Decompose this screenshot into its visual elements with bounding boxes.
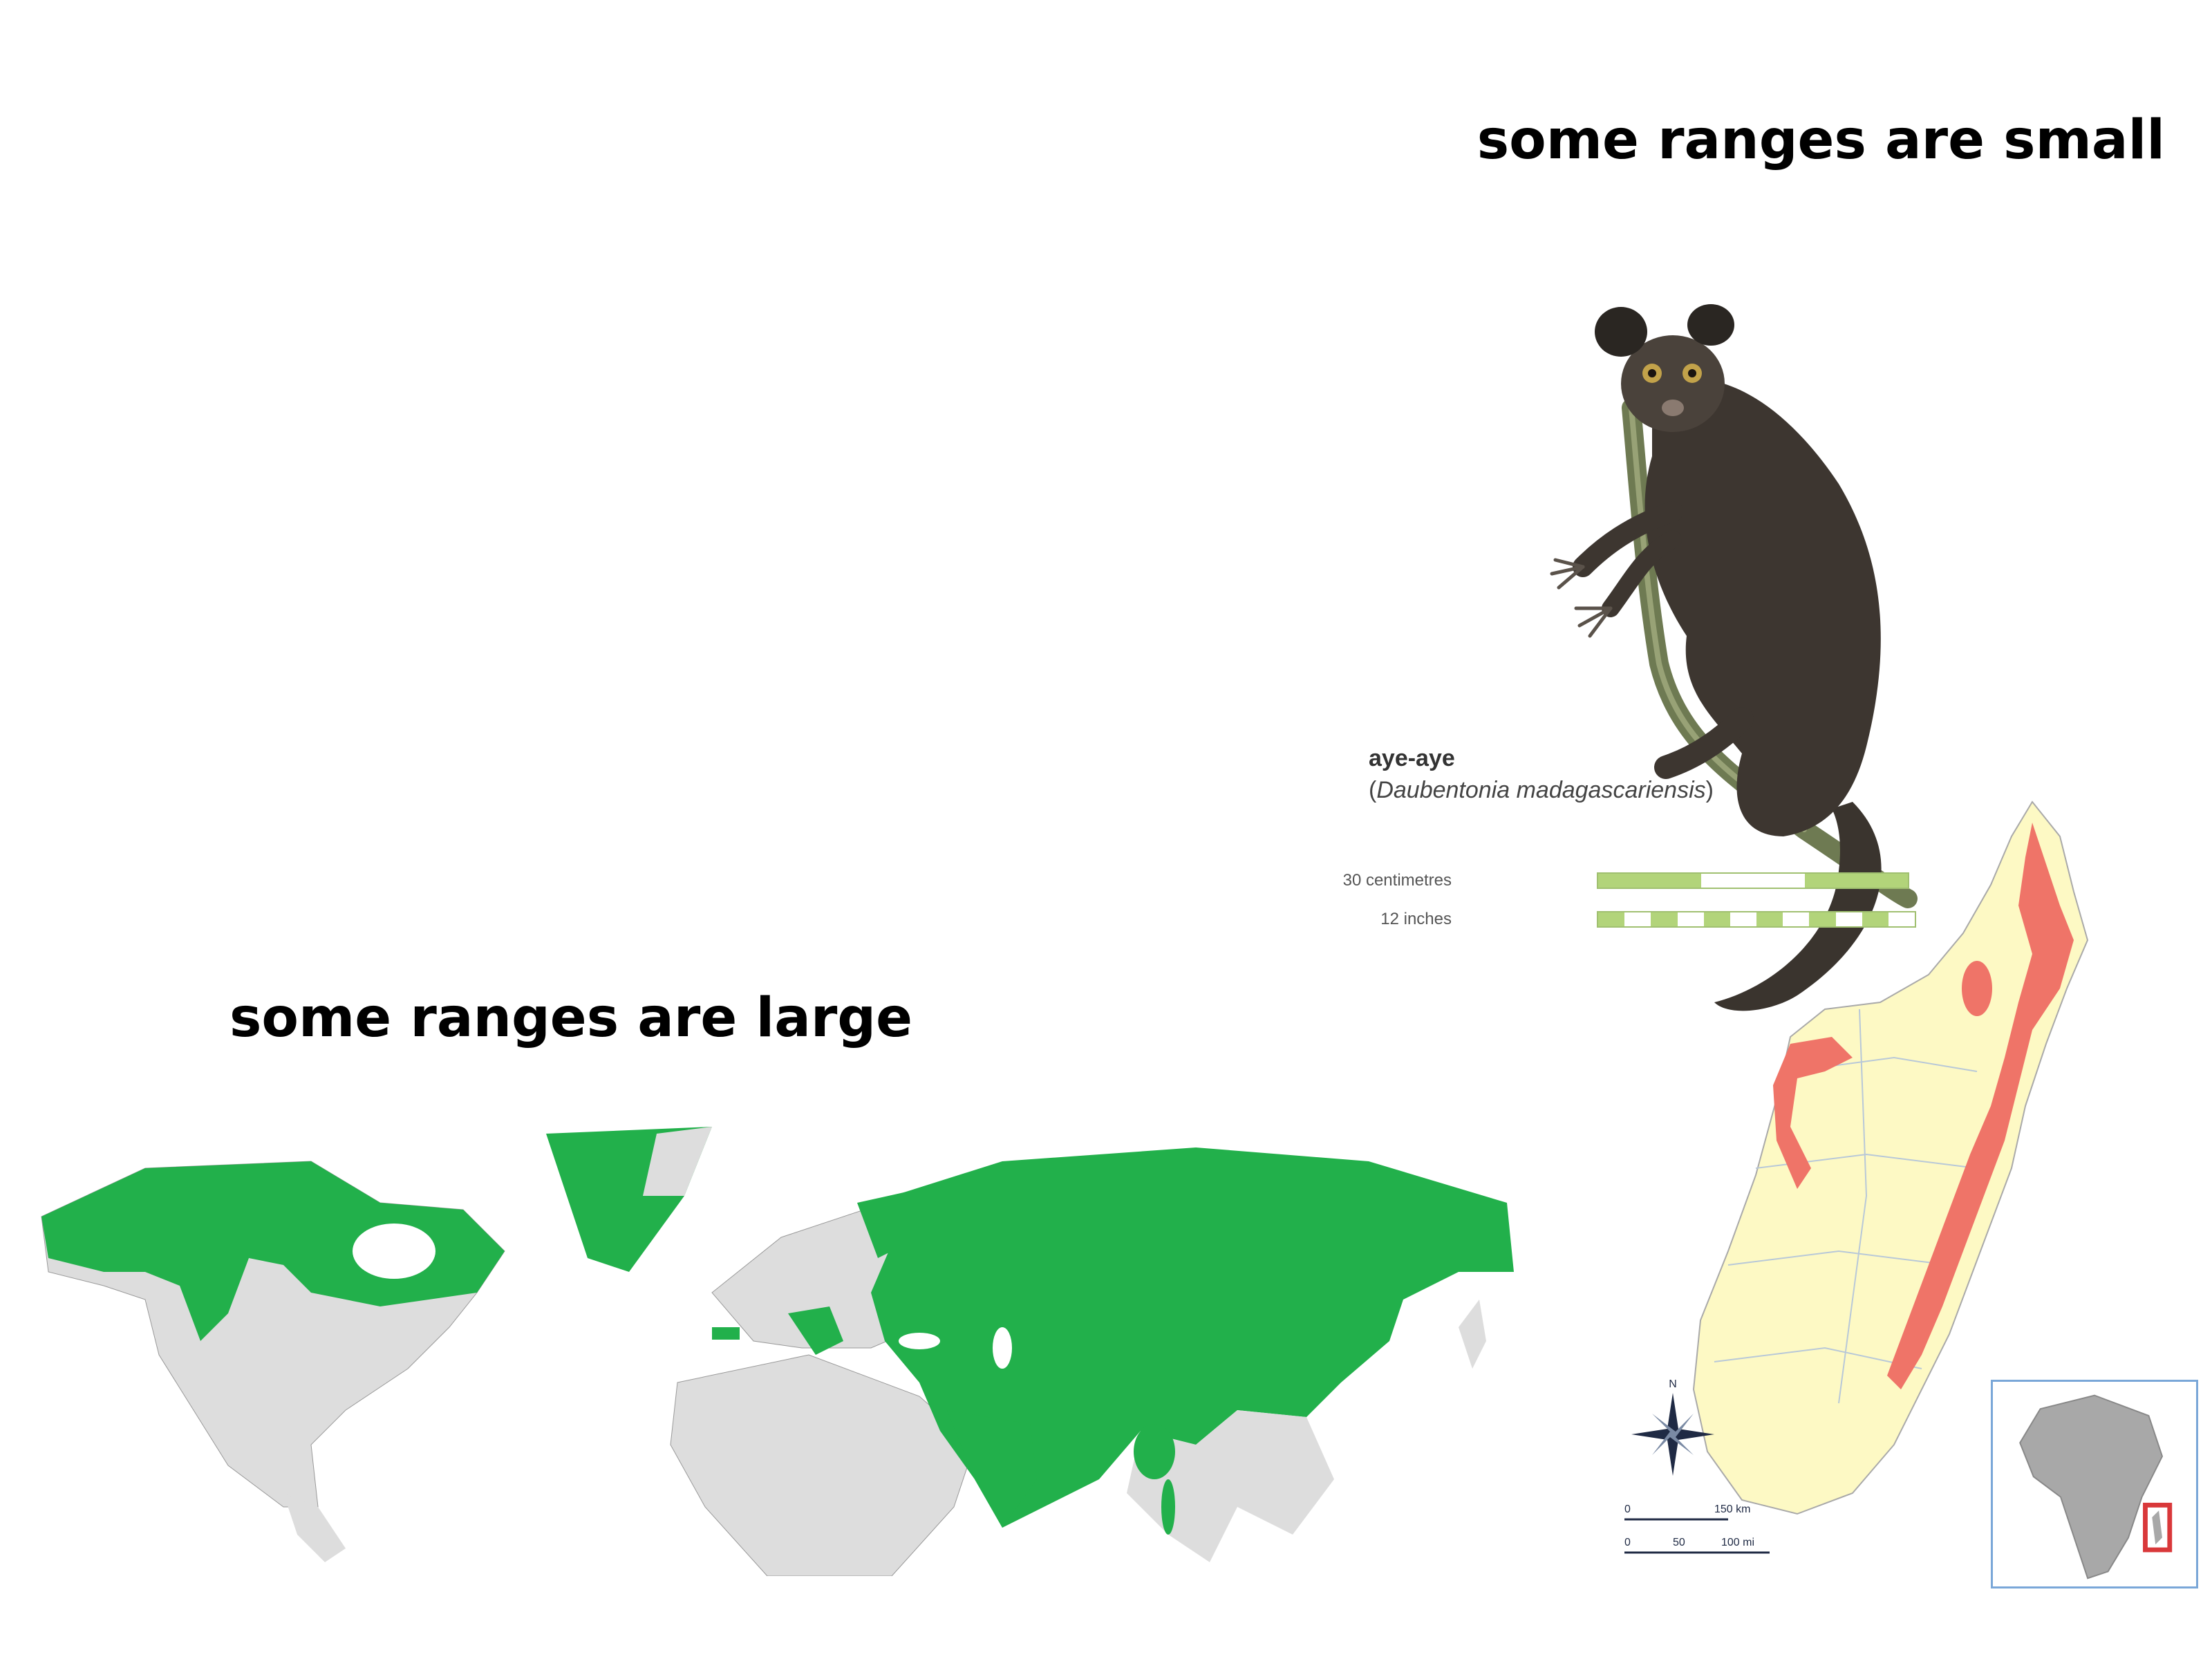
tail bbox=[1714, 802, 1882, 1011]
compass-north-label: N bbox=[1669, 1378, 1677, 1390]
madagascar-highlight bbox=[2143, 1502, 2173, 1553]
svg-text:0: 0 bbox=[1624, 1537, 1631, 1548]
africa-locator-inset bbox=[1991, 1380, 2198, 1588]
scale-inches-bar bbox=[1597, 911, 1916, 928]
svg-text:150 km: 150 km bbox=[1714, 1503, 1750, 1515]
heading-large-ranges: some ranges are large bbox=[229, 987, 913, 1049]
heading-small-ranges: some ranges are small bbox=[1477, 109, 2165, 171]
range-east bbox=[1887, 823, 2074, 1389]
range-northwest bbox=[1773, 1037, 1853, 1189]
scale-inches-label: 12 inches bbox=[1380, 910, 1452, 928]
svg-text:50: 50 bbox=[1673, 1537, 1685, 1548]
species-common-name: aye-aye bbox=[1369, 745, 1455, 771]
compass-rose: N bbox=[1631, 1378, 1714, 1476]
svg-text:0: 0 bbox=[1624, 1503, 1631, 1515]
africa-outline bbox=[2019, 1394, 2164, 1580]
scale-centimetres-label: 30 centimetres bbox=[1342, 871, 1452, 890]
map-scale-bar: 0 150 km 0 50 100 mi bbox=[1624, 1503, 1770, 1554]
madagascar-range-map: N 0 150 km 0 50 100 mi bbox=[1624, 800, 2089, 1554]
africa-land bbox=[670, 1354, 975, 1576]
svg-text:100 mi: 100 mi bbox=[1721, 1537, 1754, 1548]
world-range-map bbox=[41, 1127, 1514, 1576]
north-america-range bbox=[41, 1161, 505, 1341]
eurasia-range bbox=[871, 1147, 1514, 1528]
head bbox=[1621, 335, 1725, 432]
ear-left bbox=[1595, 307, 1647, 357]
species-latin-name: (Daubentonia madagascariensis) bbox=[1369, 777, 1714, 803]
ear-right bbox=[1687, 304, 1734, 346]
scale-centimetres-bar bbox=[1597, 872, 1909, 889]
body bbox=[1644, 378, 1881, 836]
aye-aye-illustration bbox=[1550, 304, 1918, 1011]
